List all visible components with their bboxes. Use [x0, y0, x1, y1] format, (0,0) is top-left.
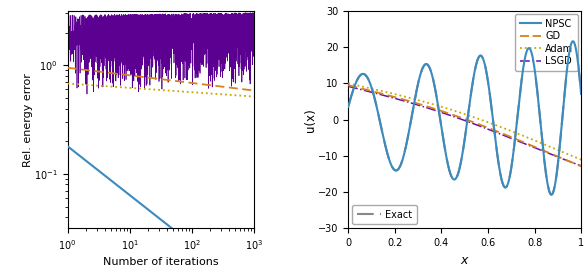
Exact	[578, 92, 585, 96]
LSGD	[452, 116, 459, 119]
GD	[578, 165, 585, 168]
GD	[458, 116, 465, 119]
Adam	[528, 138, 535, 141]
LSGD	[571, 162, 578, 165]
Legend: Exact: Exact	[352, 205, 417, 224]
Adam	[452, 109, 459, 113]
GD	[452, 114, 459, 117]
Exact	[452, 177, 459, 181]
NPSC	[571, 42, 578, 45]
Exact	[345, 105, 352, 108]
NPSC	[452, 177, 459, 181]
Y-axis label: u(x): u(x)	[303, 108, 316, 131]
GD	[571, 162, 578, 165]
X-axis label: Number of iterations: Number of iterations	[103, 257, 218, 267]
Exact	[569, 40, 576, 43]
LSGD	[458, 118, 465, 121]
Line: Adam: Adam	[348, 83, 581, 160]
Adam	[578, 158, 585, 161]
Adam	[571, 155, 578, 158]
Exact	[458, 158, 465, 161]
NPSC	[571, 42, 578, 45]
Exact	[548, 193, 555, 196]
Adam	[345, 82, 352, 85]
LSGD	[528, 145, 535, 148]
Exact	[571, 42, 578, 45]
NPSC	[458, 158, 465, 161]
Adam	[458, 111, 465, 115]
NPSC	[569, 40, 576, 43]
GD	[528, 144, 535, 147]
LSGD	[356, 88, 363, 91]
Adam	[356, 84, 363, 88]
GD	[356, 87, 363, 90]
LSGD	[578, 164, 585, 167]
Line: Exact: Exact	[348, 41, 581, 195]
Y-axis label: Rel. energy error: Rel. energy error	[22, 73, 32, 167]
Line: GD: GD	[348, 85, 581, 166]
Exact	[571, 42, 578, 45]
NPSC	[548, 193, 555, 196]
Exact	[528, 51, 535, 55]
NPSC	[528, 51, 535, 55]
Line: NPSC: NPSC	[348, 41, 581, 195]
GD	[571, 162, 578, 165]
NPSC	[356, 74, 363, 77]
Adam	[571, 155, 578, 158]
NPSC	[578, 92, 585, 96]
Exact	[356, 74, 363, 77]
Line: LSGD: LSGD	[348, 86, 581, 166]
LSGD	[571, 162, 578, 165]
GD	[345, 84, 352, 87]
LSGD	[345, 85, 352, 88]
NPSC	[345, 105, 352, 108]
X-axis label: $x$: $x$	[460, 254, 470, 266]
